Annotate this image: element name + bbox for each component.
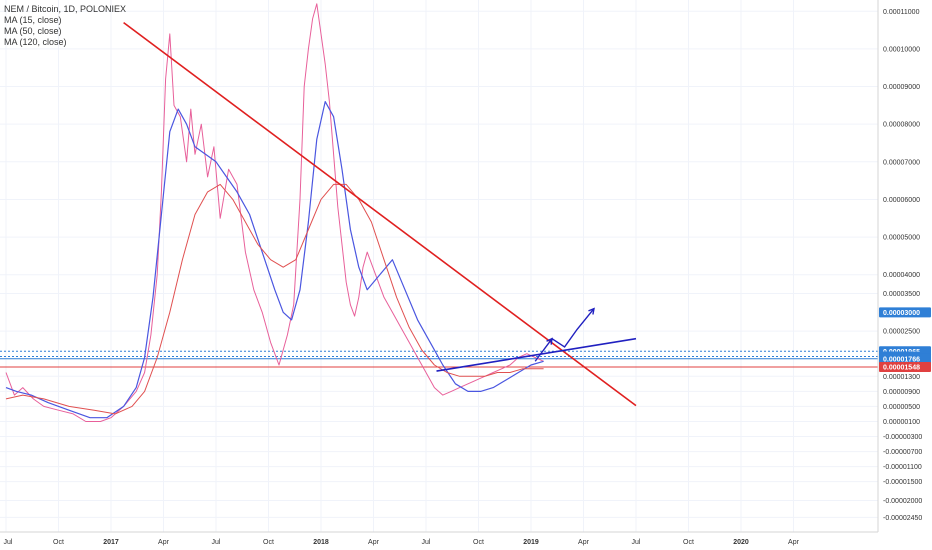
y-tick-label: -0.00001100 bbox=[883, 464, 922, 471]
price-level-label: 0.00001548 bbox=[883, 364, 920, 371]
x-tick-label: Oct bbox=[263, 539, 274, 546]
chart-grid bbox=[0, 0, 878, 532]
y-tick-label: 0.00005000 bbox=[883, 235, 920, 242]
chart-legend: NEM / Bitcoin, 1D, POLONIEX MA (15, clos… bbox=[4, 4, 126, 48]
series-ma50 bbox=[5, 100, 544, 419]
y-tick-label: 0.00000100 bbox=[883, 419, 920, 426]
series-price bbox=[5, 3, 544, 422]
y-tick-label: 0.00010000 bbox=[883, 46, 920, 53]
time-axis[interactable]: Jul Oct 2017 Apr Jul Oct 2018 Apr Jul Oct 2019 Apr J… bbox=[4, 539, 800, 546]
y-tick-label: -0.00002000 bbox=[883, 498, 922, 505]
x-tick-label: Apr bbox=[158, 539, 170, 546]
x-tick-label: Jul bbox=[632, 539, 641, 546]
y-tick-label: -0.00002450 bbox=[883, 515, 922, 522]
chart-drawings bbox=[123, 21, 637, 407]
x-tick-label: Apr bbox=[578, 539, 590, 546]
y-tick-label: 0.00003500 bbox=[883, 291, 920, 298]
x-tick-label: Oct bbox=[53, 539, 64, 546]
legend-ma15[interactable]: MA (15, close) bbox=[4, 15, 62, 25]
legend-title: NEM / Bitcoin, 1D, POLONIEX bbox=[4, 4, 127, 14]
legend-ma120[interactable]: MA (120, close) bbox=[4, 37, 67, 47]
y-tick-label: 0.00008000 bbox=[883, 122, 920, 129]
price-level-badge[interactable] bbox=[879, 307, 931, 318]
arrow-head bbox=[546, 337, 553, 345]
y-tick-label: 0.00002500 bbox=[883, 329, 920, 336]
price-axis[interactable]: 0.00011000 0.00010000 0.00009000 0.00008000… bbox=[879, 9, 931, 522]
y-tick-label: -0.00000300 bbox=[883, 434, 922, 441]
trendline-blue-support[interactable] bbox=[436, 337, 637, 372]
x-tick-label: Apr bbox=[368, 539, 380, 546]
y-tick-label: 0.00011000 bbox=[883, 9, 920, 16]
y-tick-label: 0.00001300 bbox=[883, 374, 920, 381]
y-tick-label: 0.00007000 bbox=[883, 159, 920, 166]
y-tick-label: -0.00000700 bbox=[883, 449, 922, 456]
price-level-label: 0.00003000 bbox=[883, 310, 920, 317]
price-level-label: 0.00001766 bbox=[883, 356, 920, 363]
trendline-red-descending[interactable] bbox=[123, 21, 637, 407]
price-level-badge[interactable] bbox=[879, 361, 931, 372]
y-tick-label: 0.00006000 bbox=[883, 197, 920, 204]
x-tick-label: Apr bbox=[788, 539, 800, 546]
projection-arrow[interactable] bbox=[534, 308, 595, 362]
chart-series bbox=[5, 3, 544, 422]
x-tick-label: Oct bbox=[683, 539, 694, 546]
y-tick-label: 0.00000900 bbox=[883, 389, 920, 396]
y-tick-label: -0.00001500 bbox=[883, 479, 922, 486]
x-tick-label: 2020 bbox=[733, 539, 749, 546]
series-ma120 bbox=[5, 183, 544, 415]
x-tick-label: Jul bbox=[4, 539, 13, 546]
x-tick-label: 2017 bbox=[103, 539, 119, 546]
y-tick-label: 0.00000500 bbox=[883, 404, 920, 411]
x-tick-label: 2019 bbox=[523, 539, 539, 546]
x-tick-label: Jul bbox=[212, 539, 221, 546]
x-tick-label: 2018 bbox=[313, 539, 329, 546]
x-tick-label: Oct bbox=[473, 539, 484, 546]
x-tick-label: Jul bbox=[422, 539, 431, 546]
arrow-head bbox=[588, 307, 595, 315]
y-tick-label: 0.00004000 bbox=[883, 272, 920, 279]
price-level-badge[interactable] bbox=[879, 353, 931, 364]
y-tick-label: 0.00009000 bbox=[883, 84, 920, 91]
legend-ma50[interactable]: MA (50, close) bbox=[4, 26, 62, 36]
